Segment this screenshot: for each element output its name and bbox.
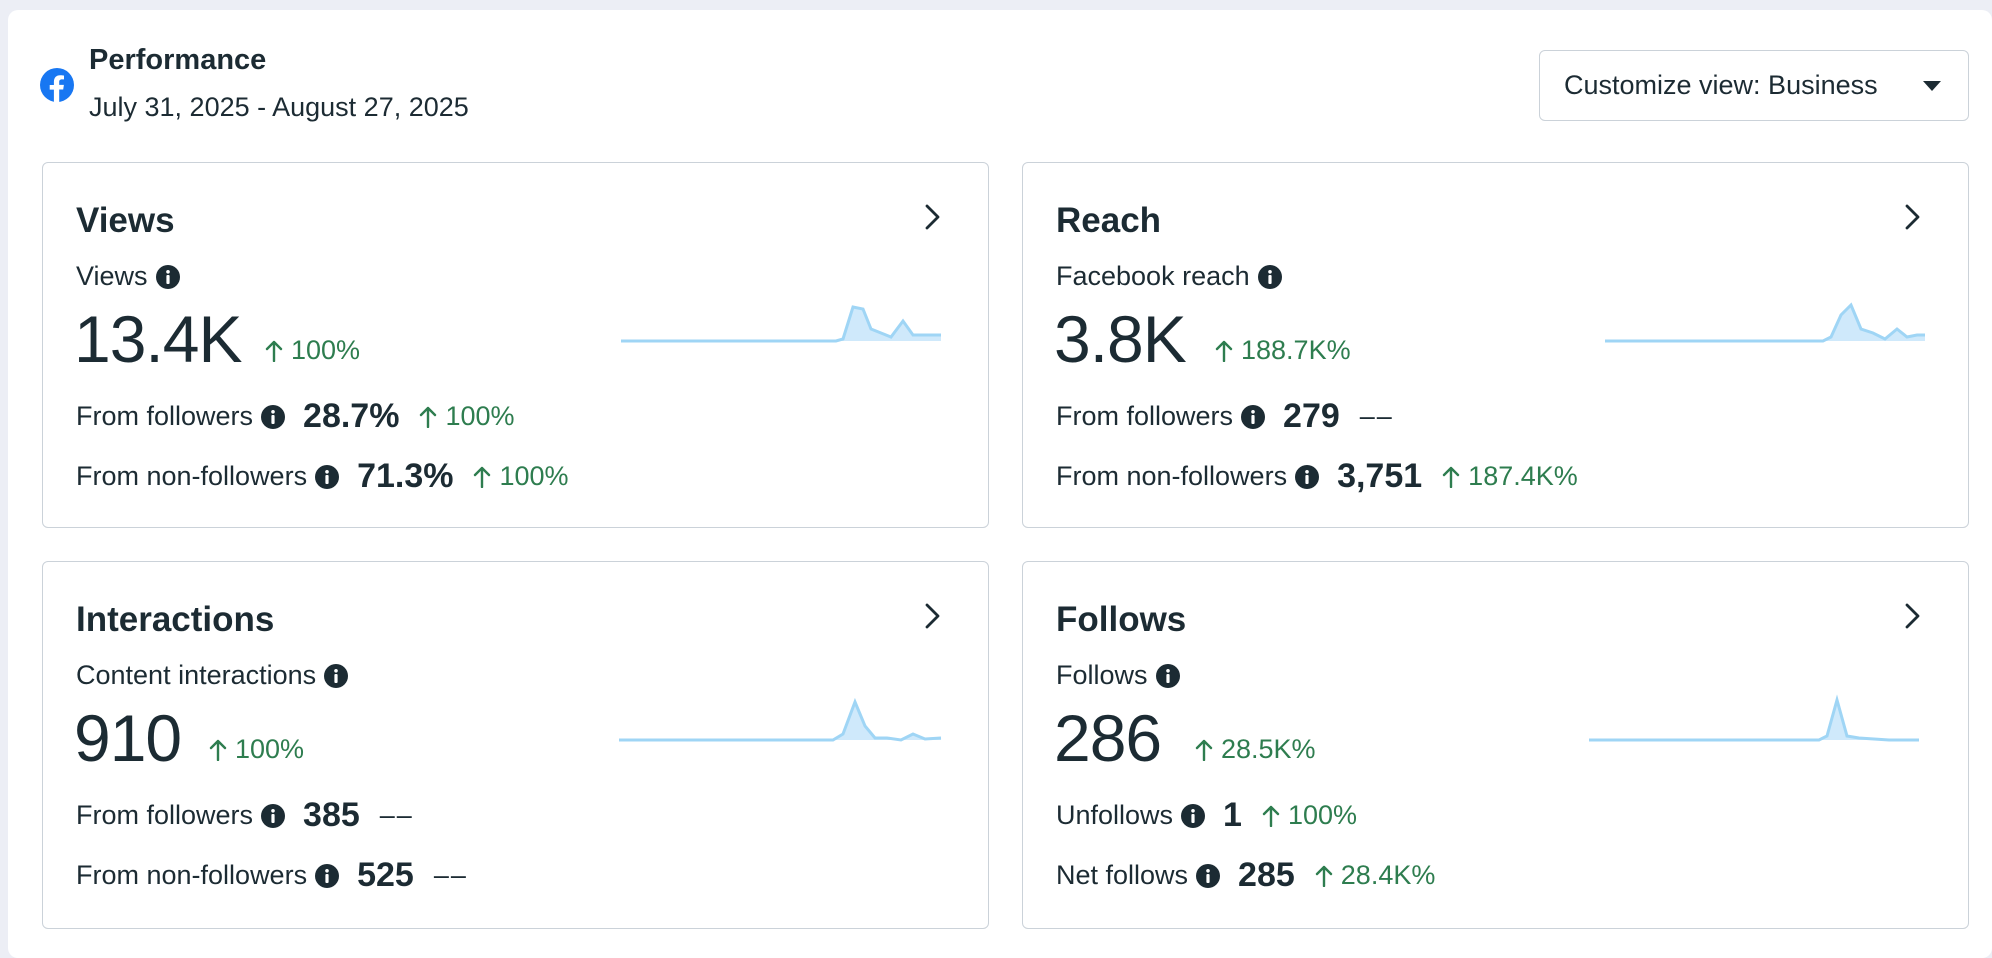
metric-label: Facebook reach bbox=[1056, 261, 1282, 292]
info-icon[interactable] bbox=[324, 663, 349, 688]
card-title: Interactions bbox=[76, 600, 275, 639]
metric-label: Follows bbox=[1056, 660, 1180, 691]
arrow-up-icon bbox=[1195, 739, 1213, 761]
follows-sparkline bbox=[1589, 694, 1919, 742]
page-title: Performance bbox=[89, 44, 267, 76]
chevron-right-icon[interactable] bbox=[1902, 203, 1924, 231]
metric-delta: 28.5K% bbox=[1195, 734, 1316, 765]
row-from-non-followers: From non-followers 525 –– bbox=[76, 856, 468, 894]
info-icon[interactable] bbox=[1196, 863, 1221, 888]
arrow-up-icon bbox=[209, 739, 227, 761]
metric-value: 910 bbox=[74, 701, 182, 775]
customize-view-label: Customize view: Business bbox=[1564, 70, 1878, 100]
card-title: Views bbox=[76, 201, 175, 240]
row-from-non-followers: From non-followers 71.3% 100% bbox=[76, 457, 569, 495]
chevron-right-icon[interactable] bbox=[922, 203, 944, 231]
row-from-followers: From followers 28.7% 100% bbox=[76, 397, 515, 435]
metric-value: 3.8K bbox=[1054, 302, 1187, 376]
info-icon[interactable] bbox=[315, 464, 340, 489]
info-icon[interactable] bbox=[1155, 663, 1180, 688]
arrow-up-icon bbox=[474, 466, 491, 488]
metric-label: Content interactions bbox=[76, 660, 349, 691]
views-card[interactable]: Views Views 13.4K 100% From followers 28… bbox=[42, 162, 989, 528]
customize-view-dropdown[interactable]: Customize view: Business bbox=[1539, 50, 1969, 121]
info-icon[interactable] bbox=[261, 803, 286, 828]
arrow-up-icon bbox=[1442, 466, 1460, 488]
arrow-up-icon bbox=[265, 340, 283, 362]
arrow-up-icon bbox=[1315, 865, 1332, 887]
info-icon[interactable] bbox=[1181, 803, 1206, 828]
info-icon[interactable] bbox=[1295, 464, 1320, 489]
chevron-right-icon[interactable] bbox=[922, 602, 944, 630]
metric-value: 286 bbox=[1054, 701, 1162, 775]
facebook-icon bbox=[40, 68, 74, 102]
views-sparkline bbox=[621, 305, 941, 343]
card-title: Reach bbox=[1056, 201, 1162, 240]
row-from-followers: From followers 279 –– bbox=[1056, 397, 1394, 435]
row-from-non-followers: From non-followers 3,751 187.4K% bbox=[1056, 457, 1578, 495]
info-icon[interactable] bbox=[261, 404, 286, 429]
metric-delta: 100% bbox=[265, 335, 360, 366]
follows-card[interactable]: Follows Follows 286 28.5K% Unfollows 1 1… bbox=[1022, 561, 1969, 929]
info-icon[interactable] bbox=[1241, 404, 1266, 429]
reach-sparkline bbox=[1605, 302, 1925, 343]
arrow-up-icon bbox=[420, 406, 437, 428]
reach-card[interactable]: Reach Facebook reach 3.8K 188.7K% From f… bbox=[1022, 162, 1969, 528]
row-from-followers: From followers 385 –– bbox=[76, 796, 414, 834]
arrow-up-icon bbox=[1262, 805, 1280, 827]
interactions-sparkline bbox=[619, 697, 942, 742]
chevron-right-icon[interactable] bbox=[1902, 602, 1924, 630]
row-unfollows: Unfollows 1 100% bbox=[1056, 796, 1358, 834]
metric-label: Views bbox=[76, 261, 180, 292]
interactions-card[interactable]: Interactions Content interactions 910 10… bbox=[42, 561, 989, 929]
row-net-follows: Net follows 285 28.4K% bbox=[1056, 856, 1436, 894]
card-title: Follows bbox=[1056, 600, 1187, 639]
info-icon[interactable] bbox=[1257, 264, 1282, 289]
caret-down-icon bbox=[1923, 81, 1941, 91]
info-icon[interactable] bbox=[315, 863, 340, 888]
date-range: July 31, 2025 - August 27, 2025 bbox=[89, 92, 469, 122]
info-icon[interactable] bbox=[155, 264, 180, 289]
arrow-up-icon bbox=[1215, 340, 1233, 362]
metric-value: 13.4K bbox=[74, 302, 242, 376]
metric-delta: 100% bbox=[209, 734, 304, 765]
metric-delta: 188.7K% bbox=[1215, 335, 1351, 366]
